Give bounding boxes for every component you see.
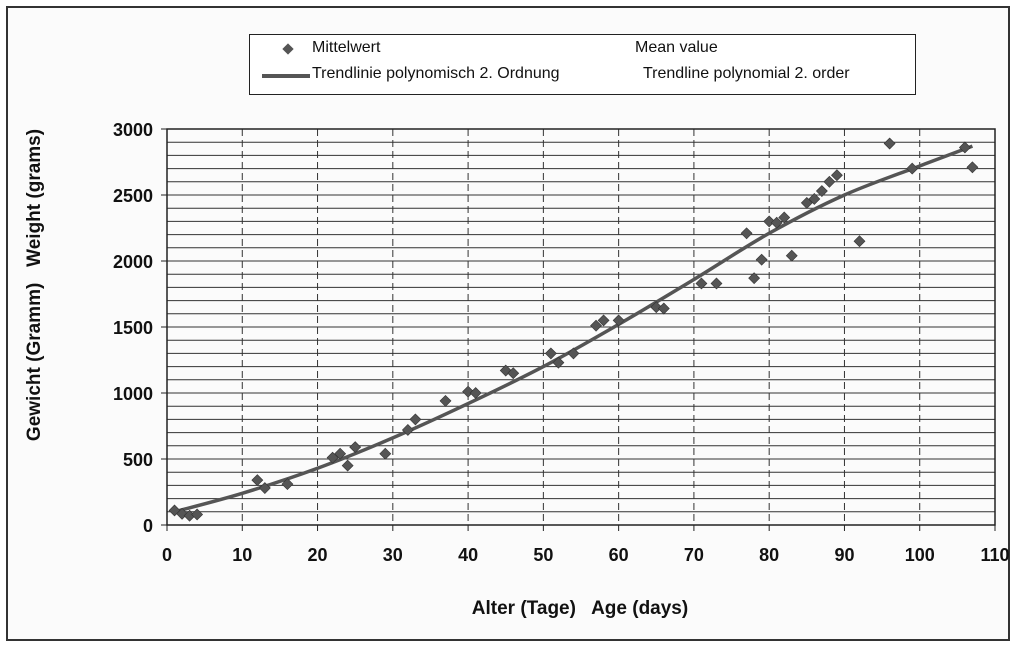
grid-lines (167, 129, 995, 525)
data-point (567, 347, 580, 360)
data-point (462, 385, 475, 398)
data-point (808, 193, 821, 205)
data-point (597, 314, 610, 327)
data-point (507, 367, 520, 380)
y-tick-label: 1500 (113, 318, 153, 338)
data-point (657, 302, 670, 315)
y-tick-label: 1000 (113, 384, 153, 404)
data-point (831, 169, 843, 182)
y-tick-label: 3000 (113, 120, 153, 140)
diamond-marker-icon (282, 43, 294, 55)
data-point (191, 508, 204, 521)
x-tick-label: 110 (980, 545, 1009, 565)
data-point (883, 137, 896, 150)
data-point (552, 356, 565, 369)
y-axis-label: Gewicht (Gramm) Weight (grams) (24, 129, 45, 441)
data-point (958, 141, 971, 154)
legend-label-de: Mittelwert (312, 39, 381, 56)
data-point (748, 272, 761, 285)
data-point (710, 277, 723, 290)
y-ticks: 0 500 1000 1500 2000 2500 3000 (113, 120, 167, 536)
data-point (612, 314, 625, 327)
legend: Mittelwert Mean value Trendlinie polynom… (249, 34, 916, 95)
x-tick-label: 40 (458, 545, 478, 565)
data-point (650, 301, 663, 314)
data-point (853, 235, 866, 248)
data-point (334, 447, 347, 460)
x-tick-label: 100 (905, 545, 935, 565)
data-point (409, 413, 422, 426)
data-point (966, 161, 979, 174)
legend-label-en: Trendline polynomial 2. order (643, 65, 850, 82)
chart-frame (6, 6, 1010, 641)
x-tick-label: 20 (308, 545, 328, 565)
x-ticks: 0 10 20 30 40 50 60 70 80 90 100 110 (162, 525, 1010, 565)
y-tick-label: 500 (123, 450, 153, 470)
x-tick-label: 50 (533, 545, 553, 565)
x-tick-label: 10 (232, 545, 252, 565)
data-points (168, 137, 979, 522)
y-tick-label: 2500 (113, 186, 153, 206)
data-point (349, 441, 362, 454)
y-tick-label: 0 (143, 516, 153, 536)
data-point (590, 319, 602, 332)
data-point (755, 253, 768, 266)
data-point (326, 451, 339, 464)
line-marker-icon (262, 74, 310, 78)
data-point (778, 211, 791, 224)
x-tick-label: 60 (609, 545, 629, 565)
data-point (763, 215, 776, 228)
x-tick-label: 70 (684, 545, 704, 565)
data-point (785, 249, 798, 262)
data-point (281, 478, 294, 491)
data-point (770, 216, 783, 229)
x-tick-label: 0 (162, 545, 172, 565)
trendline (174, 144, 974, 514)
y-tick-label: 2000 (113, 252, 153, 272)
data-point (906, 162, 919, 175)
data-point (740, 227, 753, 240)
data-point (379, 447, 392, 460)
data-point (695, 277, 708, 290)
data-point (439, 394, 452, 407)
data-point (469, 387, 482, 399)
legend-label-en: Mean value (635, 39, 718, 56)
data-point (251, 474, 264, 487)
data-point (800, 196, 813, 209)
x-axis-label: Alter (Tage) Age (days) (472, 598, 688, 619)
data-point (823, 175, 836, 188)
data-point (341, 459, 354, 472)
x-tick-label: 90 (834, 545, 854, 565)
legend-label-de: Trendlinie polynomisch 2. Ordnung (312, 65, 560, 82)
data-point (815, 185, 828, 197)
data-point (544, 347, 557, 360)
data-point (258, 482, 271, 494)
x-tick-label: 30 (383, 545, 403, 565)
x-tick-label: 80 (759, 545, 779, 565)
data-point (401, 424, 414, 436)
